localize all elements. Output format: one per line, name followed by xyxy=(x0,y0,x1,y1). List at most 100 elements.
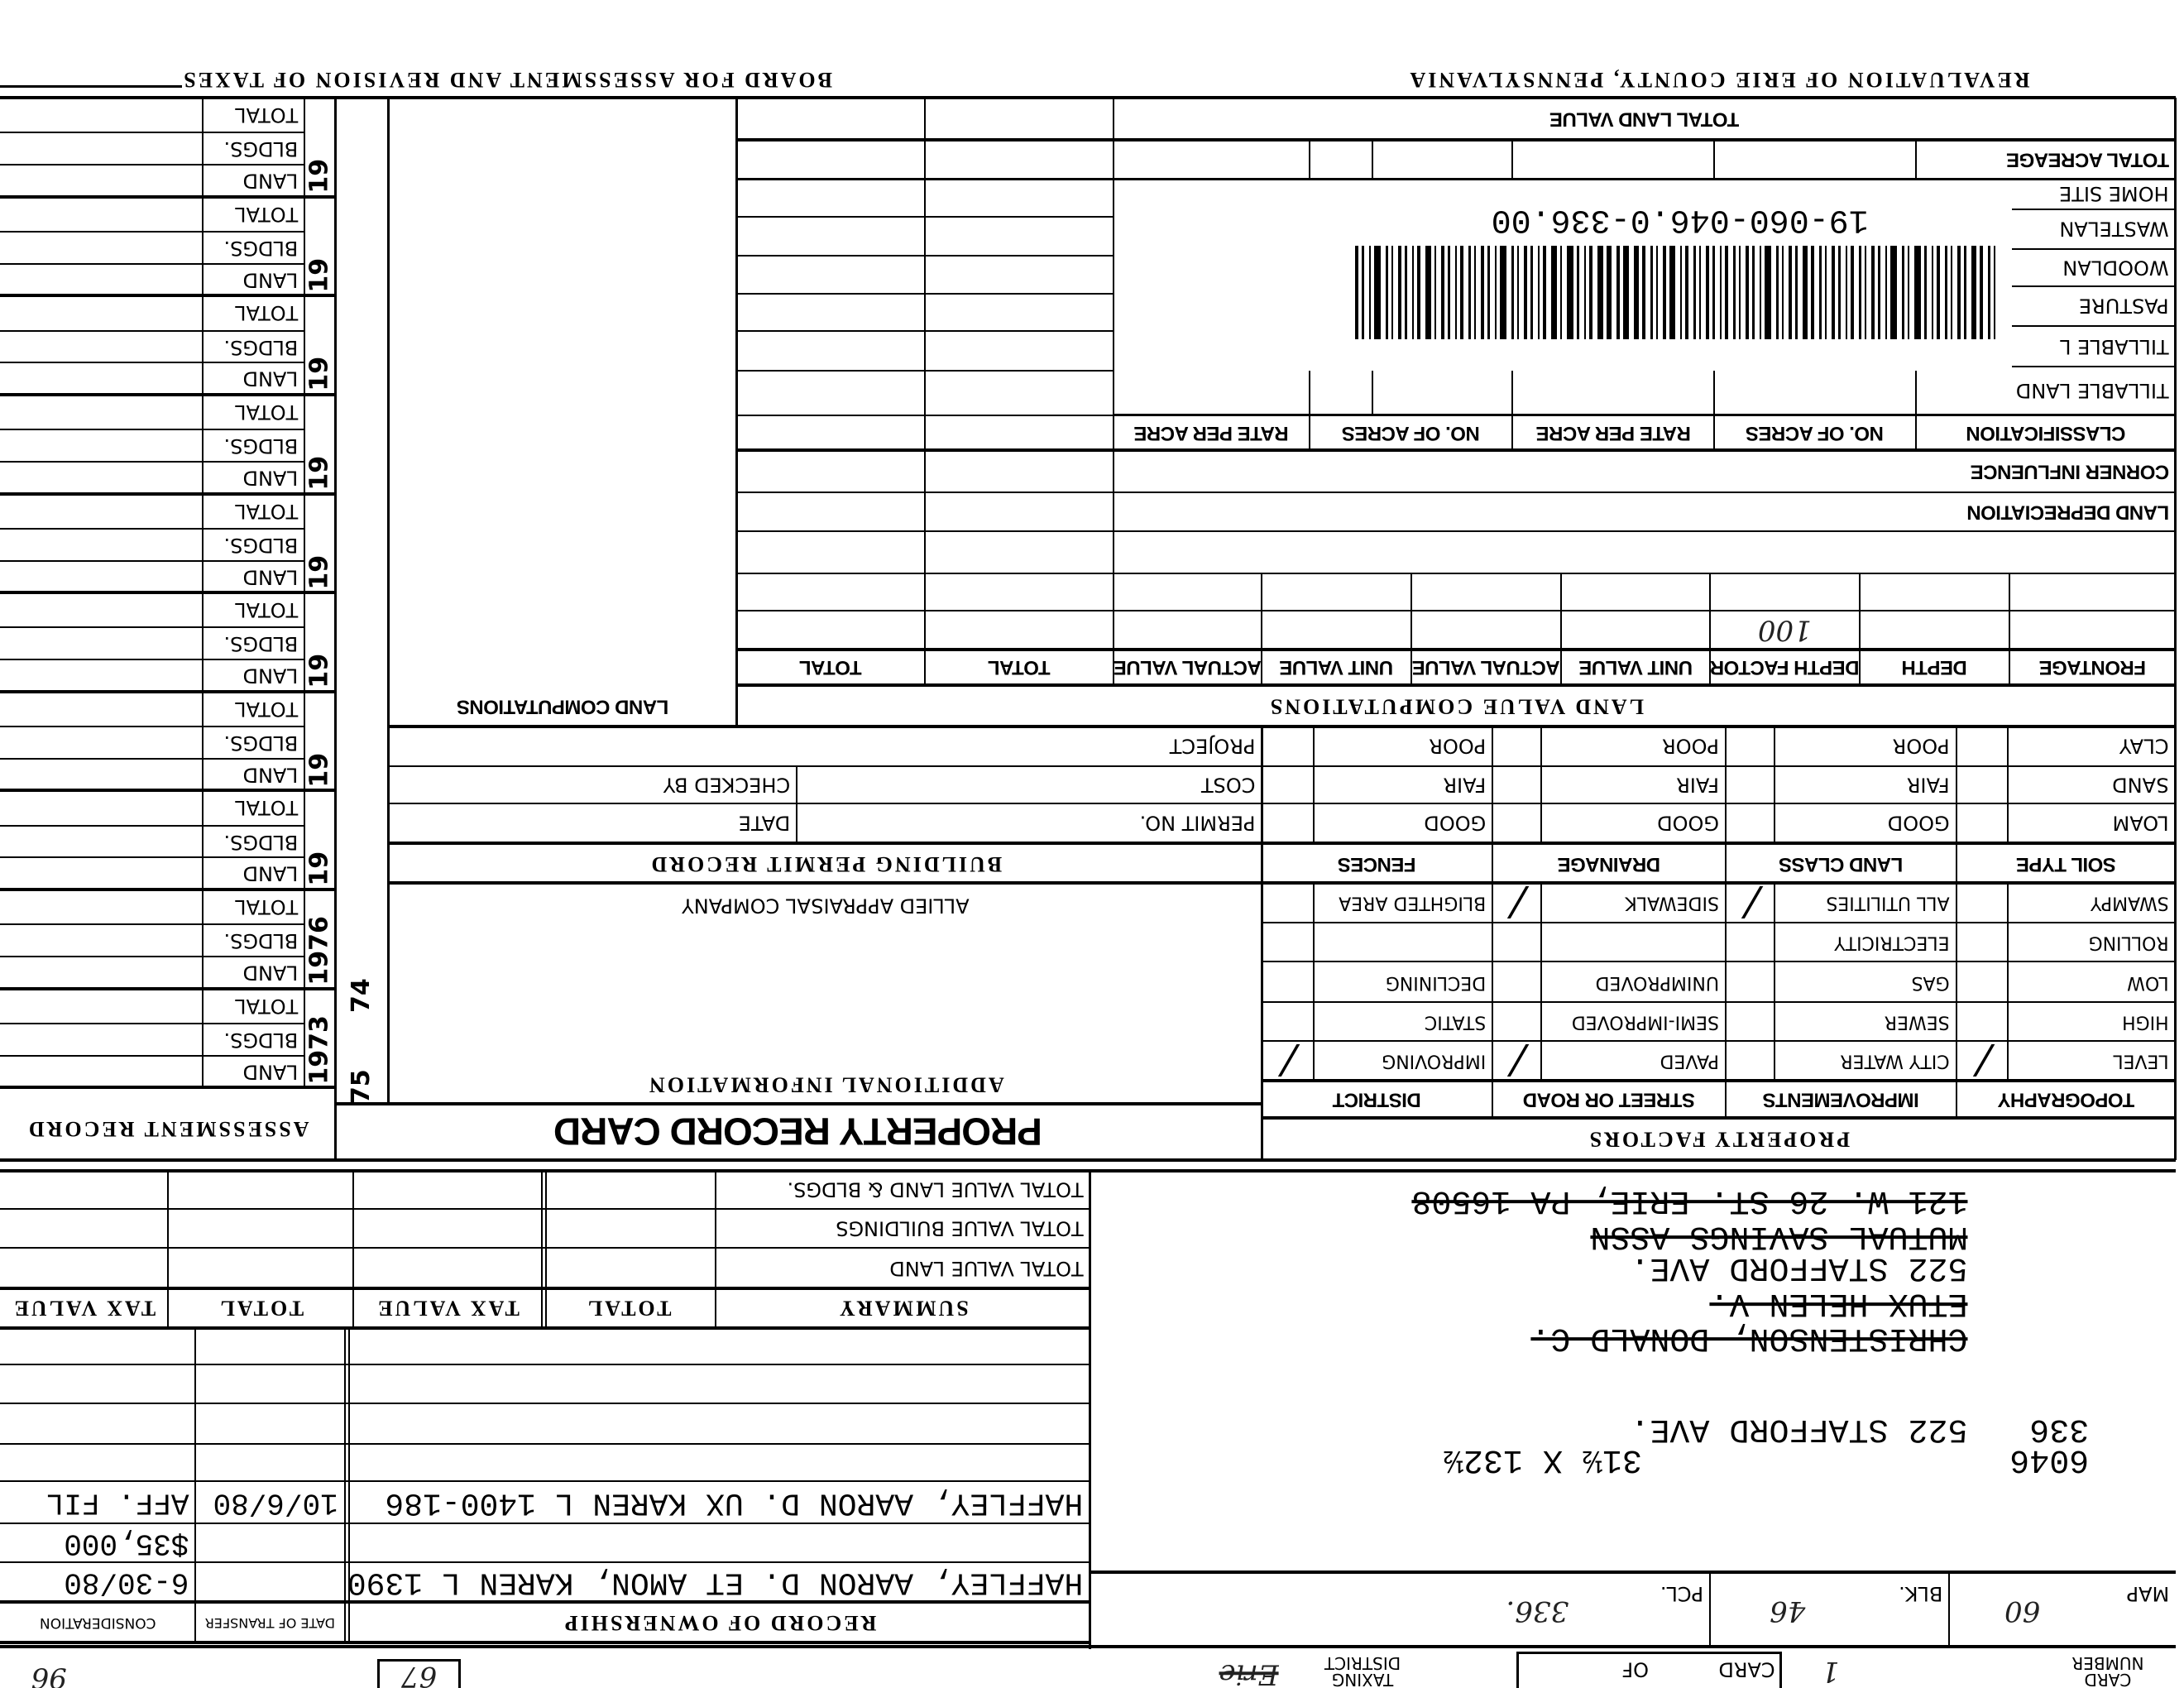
topography-option: LOW xyxy=(2127,971,2169,993)
taxing-district-value: Erie xyxy=(1219,1657,1279,1688)
land-class-label: WASTELAN xyxy=(2059,217,2169,241)
frontage-column-header: TOTAL xyxy=(988,656,1051,679)
rule xyxy=(1262,1001,2176,1004)
rule xyxy=(0,429,305,431)
soil-header: LAND CLASS xyxy=(1779,851,1904,875)
summary-row-label: TOTAL VALUE BUILDINGS xyxy=(836,1216,1084,1240)
assessment-row-label: LAND xyxy=(242,1059,299,1083)
assessment-row-label: TOTAL xyxy=(235,400,299,424)
assessment-row-label: LAND xyxy=(242,564,299,588)
rule xyxy=(0,1363,1090,1365)
land-class-label: WOODLAN xyxy=(2062,256,2169,280)
rule xyxy=(2012,365,2176,367)
owner-name: HAFFLEY, AARON D. ET AMON, KAREN L 1390-… xyxy=(349,1565,1084,1600)
rule xyxy=(924,98,927,685)
rule xyxy=(1371,139,1373,180)
parcel-number: 19-060-046.0-336.00 xyxy=(1492,200,1870,238)
rule xyxy=(0,923,305,926)
rule xyxy=(0,194,336,199)
rule xyxy=(2007,883,2009,1081)
assessment-row-label: BLDGS. xyxy=(223,928,299,952)
topography-option: ROLLING xyxy=(2088,932,2169,953)
rule xyxy=(2012,324,2176,327)
blk-label: BLK. xyxy=(1899,1581,1943,1605)
rule xyxy=(1312,727,1315,843)
assessment-year: 19 xyxy=(304,455,334,491)
district-option xyxy=(1314,923,1492,961)
rule xyxy=(0,1022,305,1024)
classification-header: NO. OF ACRES xyxy=(1746,421,1885,444)
rule xyxy=(0,1287,1090,1291)
address-line: CHRISTENSON, DONALD C. xyxy=(1530,1321,1968,1353)
box-number: 67 xyxy=(401,1660,438,1688)
address-line: 121 W. 26 ST. ERIE, PA 16508 xyxy=(1411,1185,1968,1216)
barcode xyxy=(1355,246,1996,340)
assessment-row-label: TOTAL xyxy=(235,697,299,721)
assessment-row-label: LAND xyxy=(242,664,299,688)
taxing-district-label: TAXING DISTRICT xyxy=(1324,1653,1401,1688)
rule xyxy=(1713,139,1716,180)
rule xyxy=(0,1599,1090,1604)
summary-header: TAX VALUE xyxy=(376,1296,520,1321)
topography-header: TOPOGRAPHY xyxy=(1997,1088,2134,1111)
address-number: 6046 xyxy=(2009,1443,2090,1475)
rule xyxy=(1713,415,1716,450)
assessment-row-label: LAND xyxy=(242,861,299,885)
assessment-year: 19 xyxy=(304,357,334,391)
district-option: DECLINING xyxy=(1385,971,1486,993)
street-option: SEMI-IMPROVED xyxy=(1571,1011,1719,1033)
topography-header: DISTRICT xyxy=(1333,1088,1421,1111)
number-box xyxy=(377,1658,462,1688)
rule xyxy=(0,659,305,661)
rule xyxy=(1511,139,1513,180)
assessment-row-label: BLDGS. xyxy=(223,533,299,557)
rule xyxy=(1262,1116,2176,1120)
frontage-column-header: DEPTH xyxy=(1902,656,1967,679)
rule xyxy=(335,1102,1262,1106)
rule xyxy=(1114,414,2176,417)
address-line: MUTUAL SAVINGS ASSN xyxy=(1590,1220,1968,1251)
assessment-row-label: BLDGS. xyxy=(223,236,299,260)
soil-drainage-option: POOR xyxy=(1662,734,1719,758)
soil-soil-option: SAND xyxy=(2112,773,2169,797)
rule xyxy=(0,1402,1090,1404)
additional-information-title: ADDITIONAL INFORMATION xyxy=(646,1072,1004,1097)
rule xyxy=(0,164,305,166)
rule xyxy=(0,461,305,463)
rule xyxy=(1262,1040,2176,1043)
rule xyxy=(1308,415,1310,450)
transfer-date xyxy=(195,1523,345,1562)
improvements-option: CITY WATER xyxy=(1840,1050,1950,1072)
assessment-row-label: BLDGS. xyxy=(223,137,299,161)
rule xyxy=(0,1054,305,1057)
soil-land-class-option: FAIR xyxy=(1906,773,1950,797)
soil-header: FENCES xyxy=(1338,851,1416,875)
assessment-row-label: TOTAL xyxy=(235,202,299,226)
assessment-row-label: TOTAL xyxy=(235,796,299,820)
rule xyxy=(735,98,738,727)
rule xyxy=(0,1561,1090,1564)
rule xyxy=(0,1086,336,1090)
rule xyxy=(0,262,305,265)
summary-row-label: TOTAL VALUE LAND xyxy=(889,1256,1084,1280)
rule xyxy=(1724,727,1727,1119)
assessment-row-label: TOTAL xyxy=(235,103,299,127)
soil-fences-option: GOOD xyxy=(1424,811,1486,835)
rule xyxy=(0,986,336,990)
assessment-row-label: BLDGS. xyxy=(223,1028,299,1052)
rule xyxy=(0,96,336,100)
topography-option: SWAMPY xyxy=(2091,893,2169,914)
rule xyxy=(1262,961,2176,963)
address-line: 31½ X 132½ xyxy=(1444,1443,1643,1475)
assessment-year: 19 xyxy=(304,257,334,293)
appraisal-company: ALLIED APPRAISAL COMPANY xyxy=(681,894,970,918)
rule xyxy=(795,765,797,843)
rule xyxy=(736,572,2176,574)
rule xyxy=(0,757,305,760)
rule xyxy=(2012,247,2176,250)
rule xyxy=(0,85,182,89)
rule xyxy=(1948,1572,1951,1647)
topography-option: HIGH xyxy=(2122,1011,2169,1033)
rule xyxy=(1260,727,1263,1160)
land-class-label: TILLABLE L xyxy=(2060,334,2169,358)
